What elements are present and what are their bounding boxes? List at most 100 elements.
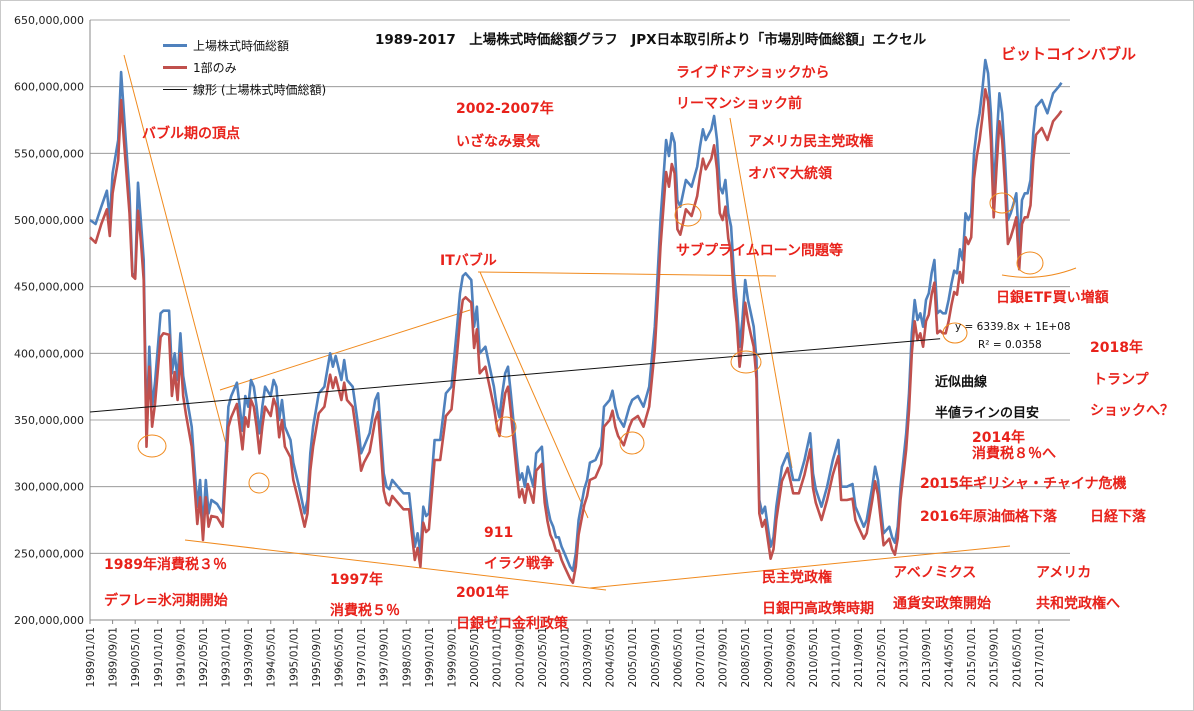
x-tick-label: 1995/09/01 <box>311 627 323 688</box>
annotation-boj-etf: 日銀ETF買い増額 <box>996 290 1109 306</box>
guide-line <box>123 54 229 453</box>
highlight-circle <box>730 350 762 374</box>
x-tick-label: 2016/05/01 <box>1011 627 1023 688</box>
legend-entry-total: 上場株式時価総額 <box>163 34 326 56</box>
annotation-deflation: デフレ=氷河期開始 <box>104 593 228 609</box>
x-tick-label: 2003/01/01 <box>559 627 571 688</box>
annotation-1989-tax: 1989年消費税３％ <box>104 557 227 573</box>
trend-r-squared: R² = 0.0358 <box>978 339 1042 351</box>
x-tick-label: 1991/09/01 <box>175 627 187 688</box>
series-line-trend <box>89 338 941 413</box>
x-tick-label: 1996/05/01 <box>334 627 346 688</box>
y-axis: 200,000,000 250,000,000 300,000,000 350,000… <box>14 14 91 627</box>
annotation-2016-oil: 2016年原油価格下落 <box>920 509 1057 525</box>
y-tick-label: 400,000,000 <box>14 347 84 360</box>
highlight-circle <box>942 322 968 344</box>
chart-title: 1989-2017 上場株式時価総額グラフ JPX日本取引所より「市場別時価総額… <box>375 32 927 48</box>
x-axis: 1989/01/01 1989/09/01 1990/05/01 1991/01/01… <box>85 619 1070 688</box>
annotation-approx-curve: 近似曲線 <box>935 375 988 390</box>
x-tick-label: 1989/09/01 <box>108 627 120 688</box>
x-tick-label: 1989/01/01 <box>85 627 97 688</box>
x-tick-label: 2001/01/01 <box>492 627 504 688</box>
annotation-livedoor: ライブドアショックから <box>676 65 830 81</box>
series-lines <box>89 58 1063 585</box>
annotation-nikkei-fall: 日経下落 <box>1090 509 1146 525</box>
annotation-obama: オバマ大統領 <box>748 166 832 182</box>
y-tick-label: 200,000,000 <box>14 614 84 627</box>
x-tick-label: 1992/05/01 <box>198 627 210 688</box>
legend-entry-trend: 線形 (上場株式時価総額) <box>163 78 326 100</box>
annotation-weak-yen: 通貨安政策開始 <box>893 596 991 612</box>
annotation-izanami: いざなみ景気 <box>456 134 540 150</box>
annotation-1997: 1997年 <box>330 572 383 588</box>
y-tick-label: 550,000,000 <box>14 147 84 160</box>
x-tick-label: 2015/09/01 <box>989 627 1001 688</box>
y-tick-label: 450,000,000 <box>14 281 84 294</box>
legend-swatch-red <box>163 65 187 69</box>
highlight-circle <box>1016 251 1044 275</box>
guide-line <box>589 545 1011 589</box>
annotation-2014: 2014年 <box>972 430 1025 446</box>
annotation-us-democrats: アメリカ民主党政権 <box>748 134 874 150</box>
legend-entry-first-section: 1部のみ <box>163 56 326 78</box>
x-tick-label: 2007/01/01 <box>695 627 707 688</box>
x-tick-label: 2010/05/01 <box>808 627 820 688</box>
x-tick-label: 1995/01/01 <box>288 627 300 688</box>
x-tick-label: 2005/09/01 <box>650 627 662 688</box>
y-tick-label: 500,000,000 <box>14 214 84 227</box>
x-tick-label: 1998/05/01 <box>401 627 413 688</box>
annotation-pre-lehman: リーマンショック前 <box>676 96 802 112</box>
x-tick-label: 1993/09/01 <box>243 627 255 688</box>
guide-arc <box>1001 267 1077 278</box>
x-tick-label: 1999/09/01 <box>446 627 458 688</box>
annotation-shock: ショックへ？ <box>1090 403 1174 419</box>
x-tick-label: 1991/01/01 <box>153 627 165 688</box>
annotation-half-line: 半値ラインの目安 <box>935 406 1040 421</box>
x-tick-label: 2012/05/01 <box>876 627 888 688</box>
x-tick-label: 2001/09/01 <box>514 627 526 688</box>
guide-line <box>729 117 793 469</box>
x-tick-label: 2000/05/01 <box>469 627 481 688</box>
annotation-abenomics: アベノミクス <box>893 565 977 581</box>
guide-line <box>479 271 589 519</box>
highlight-circle <box>137 434 167 458</box>
y-tick-label: 300,000,000 <box>14 481 84 494</box>
legend-swatch-blue <box>163 43 187 47</box>
x-tick-label: 1997/09/01 <box>379 627 391 688</box>
x-tick-label: 2011/09/01 <box>853 627 865 688</box>
legend-label: 上場株式時価総額 <box>193 38 290 53</box>
x-tick-label: 1993/01/01 <box>221 627 233 688</box>
annotation-it-bubble: ITバブル <box>440 253 497 269</box>
x-tick-label: 2005/01/01 <box>627 627 639 688</box>
annotation-tax-8: 消費税８％へ <box>972 446 1056 462</box>
annotation-tax-5: 消費税５％ <box>330 603 400 619</box>
annotation-2002-2007: 2002-2007年 <box>456 101 554 117</box>
x-tick-label: 2013/01/01 <box>898 627 910 688</box>
x-tick-label: 1999/01/01 <box>424 627 436 688</box>
annotation-2018: 2018年 <box>1090 340 1143 356</box>
x-tick-label: 1990/05/01 <box>130 627 142 688</box>
legend: 上場株式時価総額 1部のみ 線形 (上場株式時価総額) <box>163 34 326 100</box>
x-tick-label: 2002/05/01 <box>537 627 549 688</box>
x-tick-label: 2007/09/01 <box>718 627 730 688</box>
annotation-america: アメリカ <box>1036 565 1092 581</box>
annotation-911: 911 <box>484 525 514 541</box>
orange-guide-lines <box>123 54 1077 591</box>
x-tick-label: 2011/01/01 <box>831 627 843 688</box>
trend-equation: y = 6339.8x + 1E+08 <box>955 321 1071 333</box>
y-tick-label: 650,000,000 <box>14 14 84 27</box>
x-tick-label: 2017/01/01 <box>1034 627 1046 688</box>
x-tick-label: 2015/01/01 <box>966 627 978 688</box>
annotation-dpj: 民主党政権 <box>762 570 832 586</box>
highlight-circle <box>674 203 702 227</box>
y-tick-label: 350,000,000 <box>14 414 84 427</box>
x-tick-label: 1997/01/01 <box>356 627 368 688</box>
annotation-republicans: 共和党政権へ <box>1036 596 1120 612</box>
x-tick-label: 2008/05/01 <box>740 627 752 688</box>
series-line-total <box>89 58 1063 573</box>
legend-label: 1部のみ <box>193 60 237 75</box>
highlight-circle <box>495 416 517 438</box>
x-tick-label: 2009/01/01 <box>763 627 775 688</box>
